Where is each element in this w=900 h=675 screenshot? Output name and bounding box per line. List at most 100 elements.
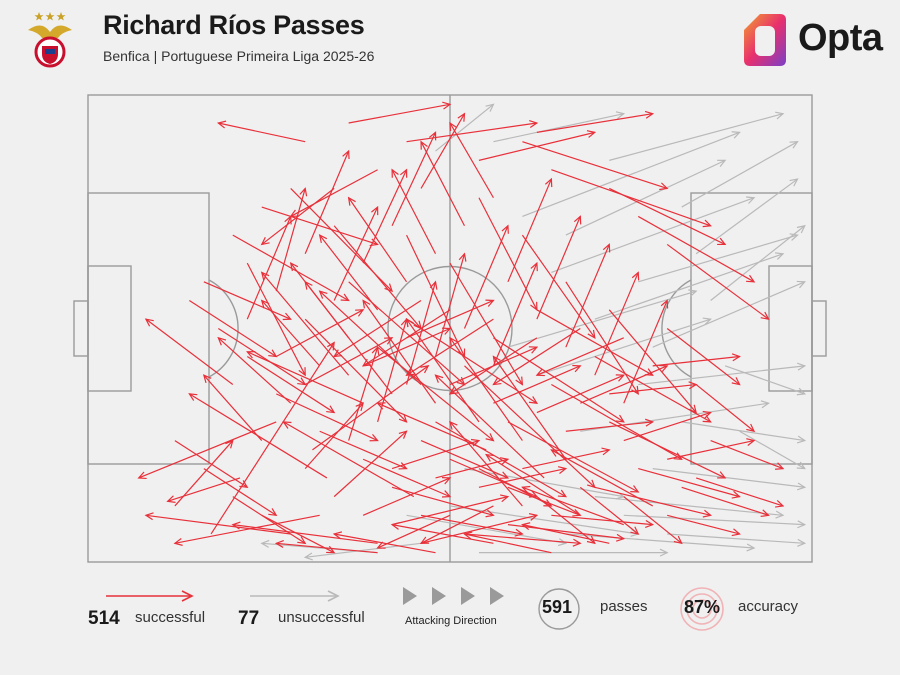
- successful-pass-151: [391, 494, 510, 526]
- successful-pass-72: [217, 336, 292, 404]
- unsuccessful-pass-5: [638, 362, 807, 386]
- successful-pass-60: [492, 355, 567, 460]
- successful-pass-20: [536, 309, 654, 376]
- page-title: Richard Ríos Passes: [103, 10, 365, 40]
- unsuccessful-pass-3: [522, 131, 741, 217]
- successful-pass-117: [666, 243, 770, 320]
- successful-pass-148: [174, 440, 249, 489]
- page-subtitle: Benfica | Portuguese Primeira Liga 2025-…: [103, 48, 375, 64]
- successful-pass-141: [332, 531, 436, 554]
- successful-pass-19: [493, 337, 625, 423]
- pass-map-pitch: [73, 94, 827, 563]
- successful-pass-58: [405, 318, 480, 423]
- successful-pass-17: [464, 365, 596, 489]
- successful-pass-77: [391, 168, 437, 255]
- pitch-markings: [73, 94, 827, 563]
- successful-pass-38: [666, 328, 741, 386]
- unsuccessful-passes: [260, 103, 807, 561]
- successful-pass-132: [406, 299, 495, 339]
- successful-pass-144: [521, 522, 610, 544]
- successful-pass-46: [464, 533, 582, 547]
- successful-pass-134: [493, 364, 582, 404]
- unsuccessful-pass-28: [435, 103, 495, 152]
- unsuccessful-pass-26: [681, 141, 799, 208]
- accuracy-label: accuracy: [738, 598, 799, 615]
- successful-pass-110: [232, 234, 350, 302]
- successful-pass-139: [695, 477, 785, 508]
- successful-pass-121: [478, 130, 597, 161]
- successful-pass-49: [362, 458, 452, 498]
- attacking-direction-arrows-icon: [403, 587, 504, 605]
- unsuccessful-pass-11: [303, 542, 422, 561]
- right-six-yard-box: [768, 265, 813, 392]
- successful-pass-150: [275, 309, 365, 358]
- unsuccessful-pass-18: [507, 289, 698, 348]
- successful-pass-116: [637, 215, 756, 283]
- successful-pass-61: [362, 476, 452, 516]
- successful-pass-109: [507, 486, 582, 517]
- successful-pass-48: [391, 486, 495, 518]
- successful-pass-90: [594, 271, 640, 376]
- unsuccessful-pass-7: [652, 468, 807, 491]
- successful-pass-112: [261, 206, 379, 247]
- successful-pass-1: [174, 439, 234, 507]
- successful-pass-96: [377, 317, 409, 423]
- left-penalty-box: [87, 192, 210, 465]
- legend: [106, 587, 724, 631]
- passes-label: passes: [600, 598, 648, 615]
- successful-pass-52: [246, 356, 336, 414]
- unsuccessful-pass-15: [695, 178, 799, 255]
- successful-pass-12: [449, 420, 523, 507]
- unsuccessful-pass-8: [623, 514, 807, 529]
- successful-pass-102: [536, 496, 596, 545]
- unsuccessful-pass-1: [594, 252, 785, 320]
- successful-pass-23: [507, 421, 640, 493]
- left-goal: [73, 300, 89, 357]
- successful-pass-106: [420, 440, 510, 479]
- successful-pass-145: [232, 496, 307, 545]
- successful-pass-149: [304, 337, 394, 386]
- successful-pass-91: [623, 299, 669, 404]
- successful-pass-152: [420, 513, 539, 544]
- successful-pass-147: [203, 468, 278, 517]
- opta-brand-text: Opta: [798, 17, 883, 59]
- successful-count: 514: [88, 608, 120, 629]
- successful-pass-76: [347, 196, 408, 283]
- successful-label: successful: [135, 609, 206, 626]
- successful-pass-24: [609, 421, 727, 479]
- successful-pass-127: [405, 318, 494, 376]
- successful-pass-136: [580, 364, 669, 404]
- opta-logo-icon: [744, 14, 786, 66]
- successful-pass-100: [376, 514, 451, 549]
- successful-pass-143: [463, 531, 552, 554]
- unsuccessful-pass-25: [565, 159, 727, 236]
- successful-pass-92: [463, 224, 509, 329]
- successful-pass-54: [189, 299, 278, 358]
- successful-pass-5: [231, 521, 378, 544]
- successful-pass-79: [449, 121, 494, 199]
- successful-pass-104: [623, 496, 683, 545]
- successful-pass-37: [608, 309, 698, 414]
- successful-pass-122: [536, 110, 655, 133]
- successful-pass-39: [695, 384, 756, 433]
- successful-pass-18: [406, 318, 539, 404]
- successful-pass-57: [362, 299, 437, 404]
- unsuccessful-count: 77: [238, 608, 260, 629]
- successful-pass-118: [216, 120, 306, 143]
- successful-pass-86: [420, 112, 466, 189]
- accuracy-target-icon: [680, 587, 724, 631]
- successful-pass-71: [202, 374, 263, 441]
- successful-pass-113: [522, 141, 669, 191]
- accuracy-value: 87%: [684, 597, 721, 617]
- successful-pass-34: [478, 197, 538, 312]
- successful-pass-7: [282, 421, 415, 498]
- successful-pass-14: [485, 453, 581, 516]
- successful-pass-87: [507, 177, 553, 283]
- successful-pass-44: [551, 514, 655, 529]
- successful-pass-123: [289, 169, 378, 218]
- unsuccessful-pass-16: [739, 430, 806, 470]
- successful-pass-66: [478, 466, 568, 488]
- successful-pass-129: [492, 327, 581, 386]
- unsuccessful-pass-24: [638, 233, 799, 283]
- unsuccessful-pass-2: [551, 196, 756, 274]
